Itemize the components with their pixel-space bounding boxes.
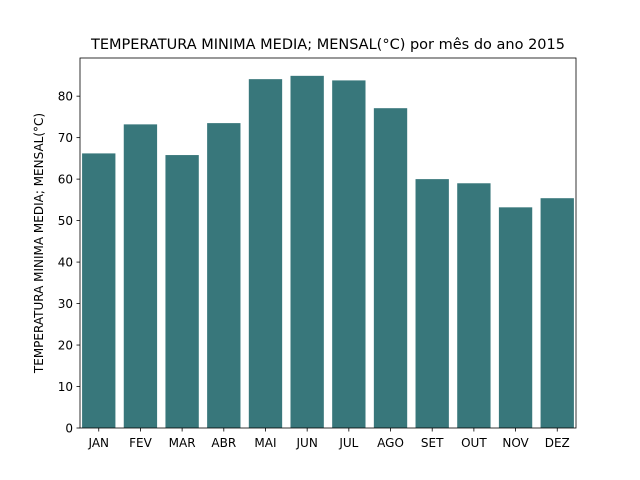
bar-abr xyxy=(207,123,241,429)
bar-nov xyxy=(498,207,533,428)
x-tick-label: FEV xyxy=(129,436,152,450)
bar-dez xyxy=(540,198,574,428)
y-tick-label: 80 xyxy=(58,89,73,103)
y-tick-label: 20 xyxy=(58,338,73,352)
x-tick-label: DEZ xyxy=(545,436,570,450)
bar-mai xyxy=(248,79,283,429)
bar-jan xyxy=(82,153,116,428)
bar-set xyxy=(415,179,449,428)
x-tick-label: SET xyxy=(421,436,444,450)
y-tick-label: 10 xyxy=(58,380,73,394)
bar-out xyxy=(457,183,491,428)
bar-jul xyxy=(332,80,366,429)
x-tick-label: JUL xyxy=(338,436,358,450)
bar-fev xyxy=(123,124,158,429)
y-tick-label: 50 xyxy=(58,214,73,228)
bar-jun xyxy=(290,75,324,428)
x-tick-label: JAN xyxy=(87,436,109,450)
y-tick-label: 40 xyxy=(58,255,73,269)
x-tick-label: MAI xyxy=(254,436,276,450)
x-tick-label: MAR xyxy=(169,436,196,450)
chart-title: TEMPERATURA MINIMA MEDIA; MENSAL(°C) por… xyxy=(90,37,565,53)
x-tick-label: AGO xyxy=(377,436,404,450)
y-axis: 0 10 20 30 40 50 60 70 80 xyxy=(58,89,80,435)
bar-mar xyxy=(165,155,199,428)
y-tick-label: 30 xyxy=(58,297,73,311)
bars-group xyxy=(82,75,574,429)
x-tick-label: ABR xyxy=(211,436,236,450)
bar-ago xyxy=(373,108,408,428)
x-tick-label: OUT xyxy=(461,436,487,450)
y-tick-label: 0 xyxy=(65,421,73,435)
y-tick-label: 60 xyxy=(58,172,73,186)
x-axis: JAN FEV MAR ABR MAI JUN JUL AGO SET OUT NOV DEZ xyxy=(87,428,570,450)
plot-frame xyxy=(79,57,577,429)
x-tick-label: NOV xyxy=(502,436,529,450)
x-tick-label: JUN xyxy=(296,436,318,450)
y-tick-label: 70 xyxy=(58,131,73,145)
y-axis-label: TEMPERATURA MINIMA MEDIA; MENSAL(°C) xyxy=(32,113,46,374)
